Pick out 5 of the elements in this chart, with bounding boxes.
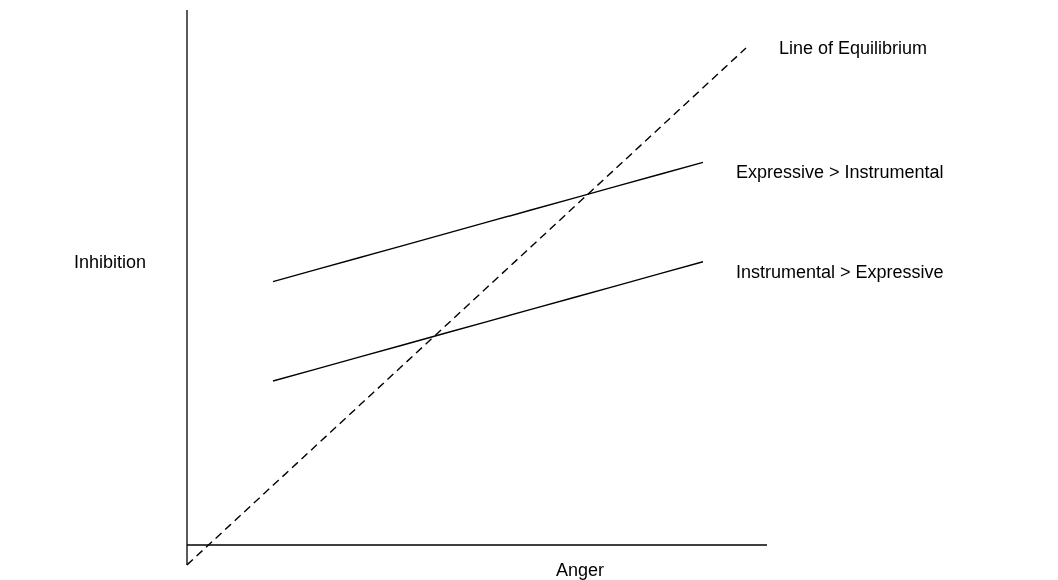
series-label: Line of Equilibrium bbox=[779, 38, 928, 58]
y-axis-title: Inhibition bbox=[73, 252, 147, 272]
x-axis-title: Anger bbox=[555, 560, 605, 580]
series-label: Instrumental > Expressive bbox=[736, 261, 944, 282]
series-label: Expressive > Instrumental bbox=[736, 162, 944, 183]
